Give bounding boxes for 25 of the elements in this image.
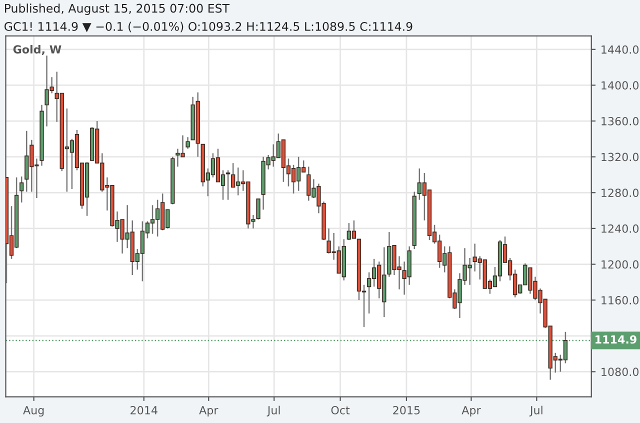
y-tick-label: 1440.0	[602, 45, 639, 54]
x-tick-label: Jul	[529, 406, 542, 416]
x-tick-label: Apr	[462, 406, 481, 417]
x-tick-label: 2014	[130, 406, 158, 414]
x-tick-label: Oct	[331, 406, 350, 414]
y-tick-label: 1200.0	[602, 260, 639, 269]
text: Gold, W	[13, 44, 62, 55]
chart-title: GC1! 1114.9 ▼ −0.1 (−0.01%) O:1093.2 H:1124.5 L:1089.5 C:1114.9	[4, 22, 412, 32]
y-tick-label: 1240.0	[602, 224, 639, 233]
text: Published, August 15, 2015 07:00 EST	[5, 4, 230, 16]
candlestick	[20, 176, 24, 204]
y-tick-label: 1160.0	[602, 296, 639, 304]
x-tick-label: Aug	[23, 406, 44, 417]
y-tick-label: 1320.0	[602, 152, 639, 162]
y-tick-label: 1080.0	[602, 368, 639, 376]
ref-line-label: 1114.9	[596, 335, 636, 344]
x-tick-label: 2015	[393, 406, 420, 414]
x-tick-label: Apr	[199, 406, 218, 417]
y-tick-label: 1280.0	[602, 188, 639, 198]
candlestick	[186, 136, 190, 150]
candlestick	[226, 170, 230, 200]
x-tick-label: Jul	[266, 406, 280, 416]
candlestick	[256, 198, 260, 220]
y-tick-label: 1400.0	[602, 81, 639, 90]
y-tick-label: 1360.0	[602, 116, 639, 126]
